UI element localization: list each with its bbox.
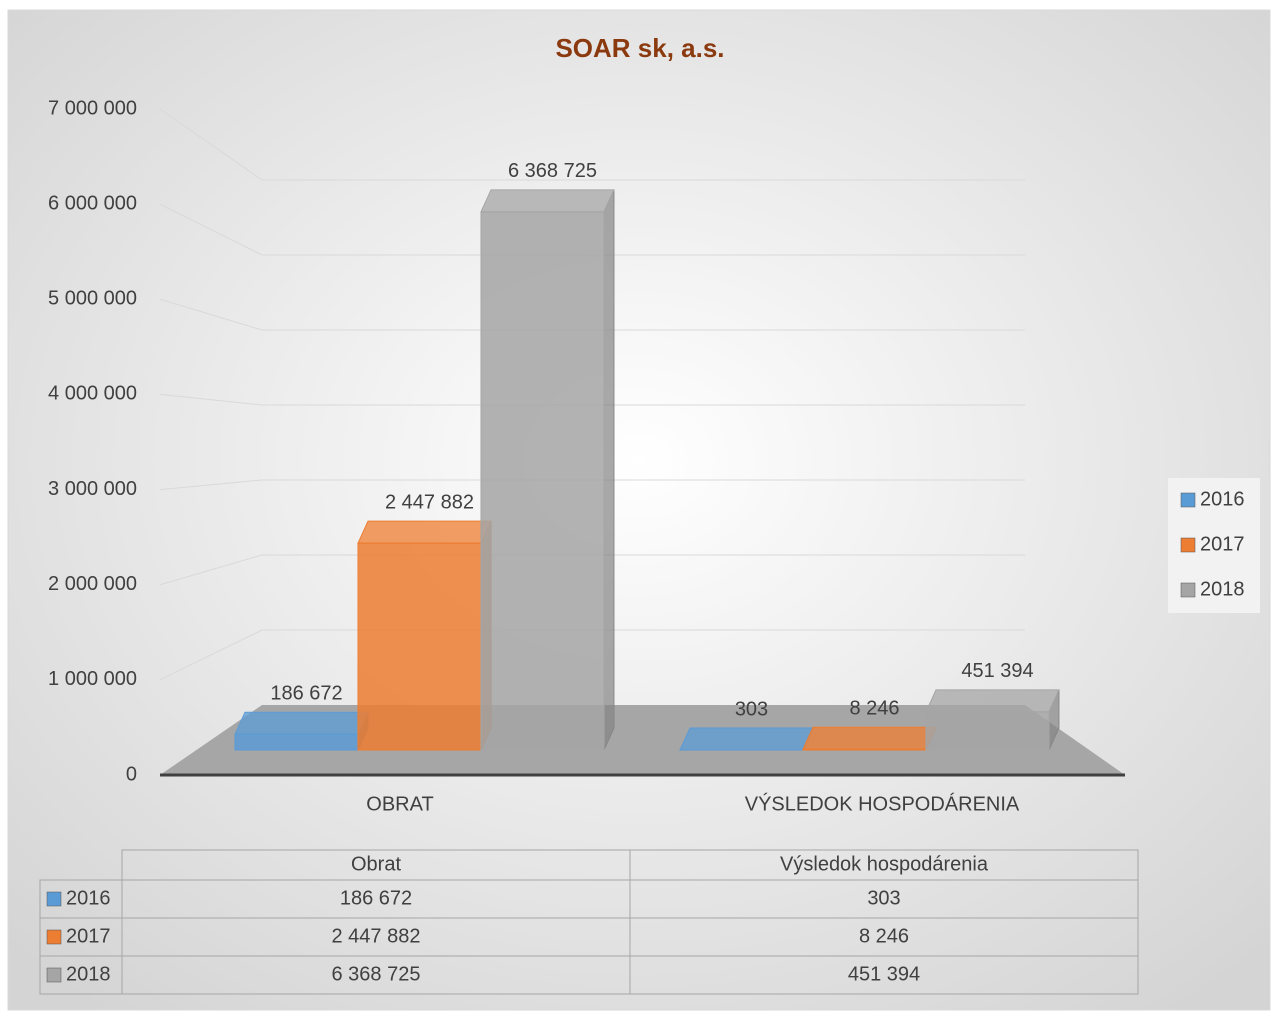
y-tick-label: 1 000 000 bbox=[48, 668, 137, 690]
table-cell: 451 394 bbox=[848, 963, 920, 985]
bar-top bbox=[803, 727, 936, 749]
y-tick-label: 6 000 000 bbox=[48, 192, 137, 214]
legend-label: 2018 bbox=[1200, 578, 1245, 600]
chart-title: SOAR sk, a.s. bbox=[555, 33, 724, 63]
table-header: Výsledok hospodárenia bbox=[780, 853, 989, 875]
y-tick-label: 7 000 000 bbox=[48, 97, 137, 119]
table-row-label: 2018 bbox=[66, 963, 111, 985]
chart-background bbox=[8, 10, 1270, 1010]
bar-top bbox=[358, 521, 491, 543]
legend-swatch bbox=[1181, 538, 1195, 552]
y-tick-label: 5 000 000 bbox=[48, 288, 137, 310]
legend-swatch bbox=[1181, 493, 1195, 507]
legend-swatch bbox=[1181, 583, 1195, 597]
bar-side bbox=[604, 190, 614, 750]
table-cell: 303 bbox=[867, 887, 900, 909]
table-cell: 6 368 725 bbox=[332, 963, 421, 985]
bar-top bbox=[235, 712, 368, 734]
table-cell: 8 246 bbox=[859, 925, 909, 947]
y-tick-label: 3 000 000 bbox=[48, 478, 137, 500]
bar bbox=[481, 212, 604, 750]
table-cell: 2 447 882 bbox=[332, 925, 421, 947]
y-tick-label: 4 000 000 bbox=[48, 383, 137, 405]
bar bbox=[358, 543, 481, 750]
y-tick-label: 0 bbox=[126, 763, 137, 785]
table-swatch bbox=[47, 968, 61, 982]
bar bbox=[235, 734, 358, 750]
table-row-label: 2016 bbox=[66, 887, 111, 909]
table-swatch bbox=[47, 930, 61, 944]
data-label: 8 246 bbox=[849, 698, 899, 720]
table-row-label: 2017 bbox=[66, 925, 111, 947]
bar-top bbox=[926, 690, 1059, 712]
data-label: 2 447 882 bbox=[385, 491, 474, 513]
bar-top bbox=[481, 190, 614, 212]
bar-top bbox=[680, 728, 813, 750]
y-tick-label: 2 000 000 bbox=[48, 573, 137, 595]
legend-label: 2017 bbox=[1200, 533, 1245, 555]
table-cell: 186 672 bbox=[340, 887, 412, 909]
x-tick-label: OBRAT bbox=[366, 793, 433, 815]
bar bbox=[926, 712, 1049, 750]
data-label: 6 368 725 bbox=[508, 160, 597, 182]
data-label: 451 394 bbox=[961, 660, 1033, 682]
table-header: Obrat bbox=[351, 853, 401, 875]
x-tick-label: VÝSLEDOK HOSPODÁRENIA bbox=[745, 792, 1020, 815]
table-swatch bbox=[47, 892, 61, 906]
legend-label: 2016 bbox=[1200, 488, 1245, 510]
data-label: 186 672 bbox=[270, 683, 342, 705]
data-label: 303 bbox=[735, 698, 768, 720]
